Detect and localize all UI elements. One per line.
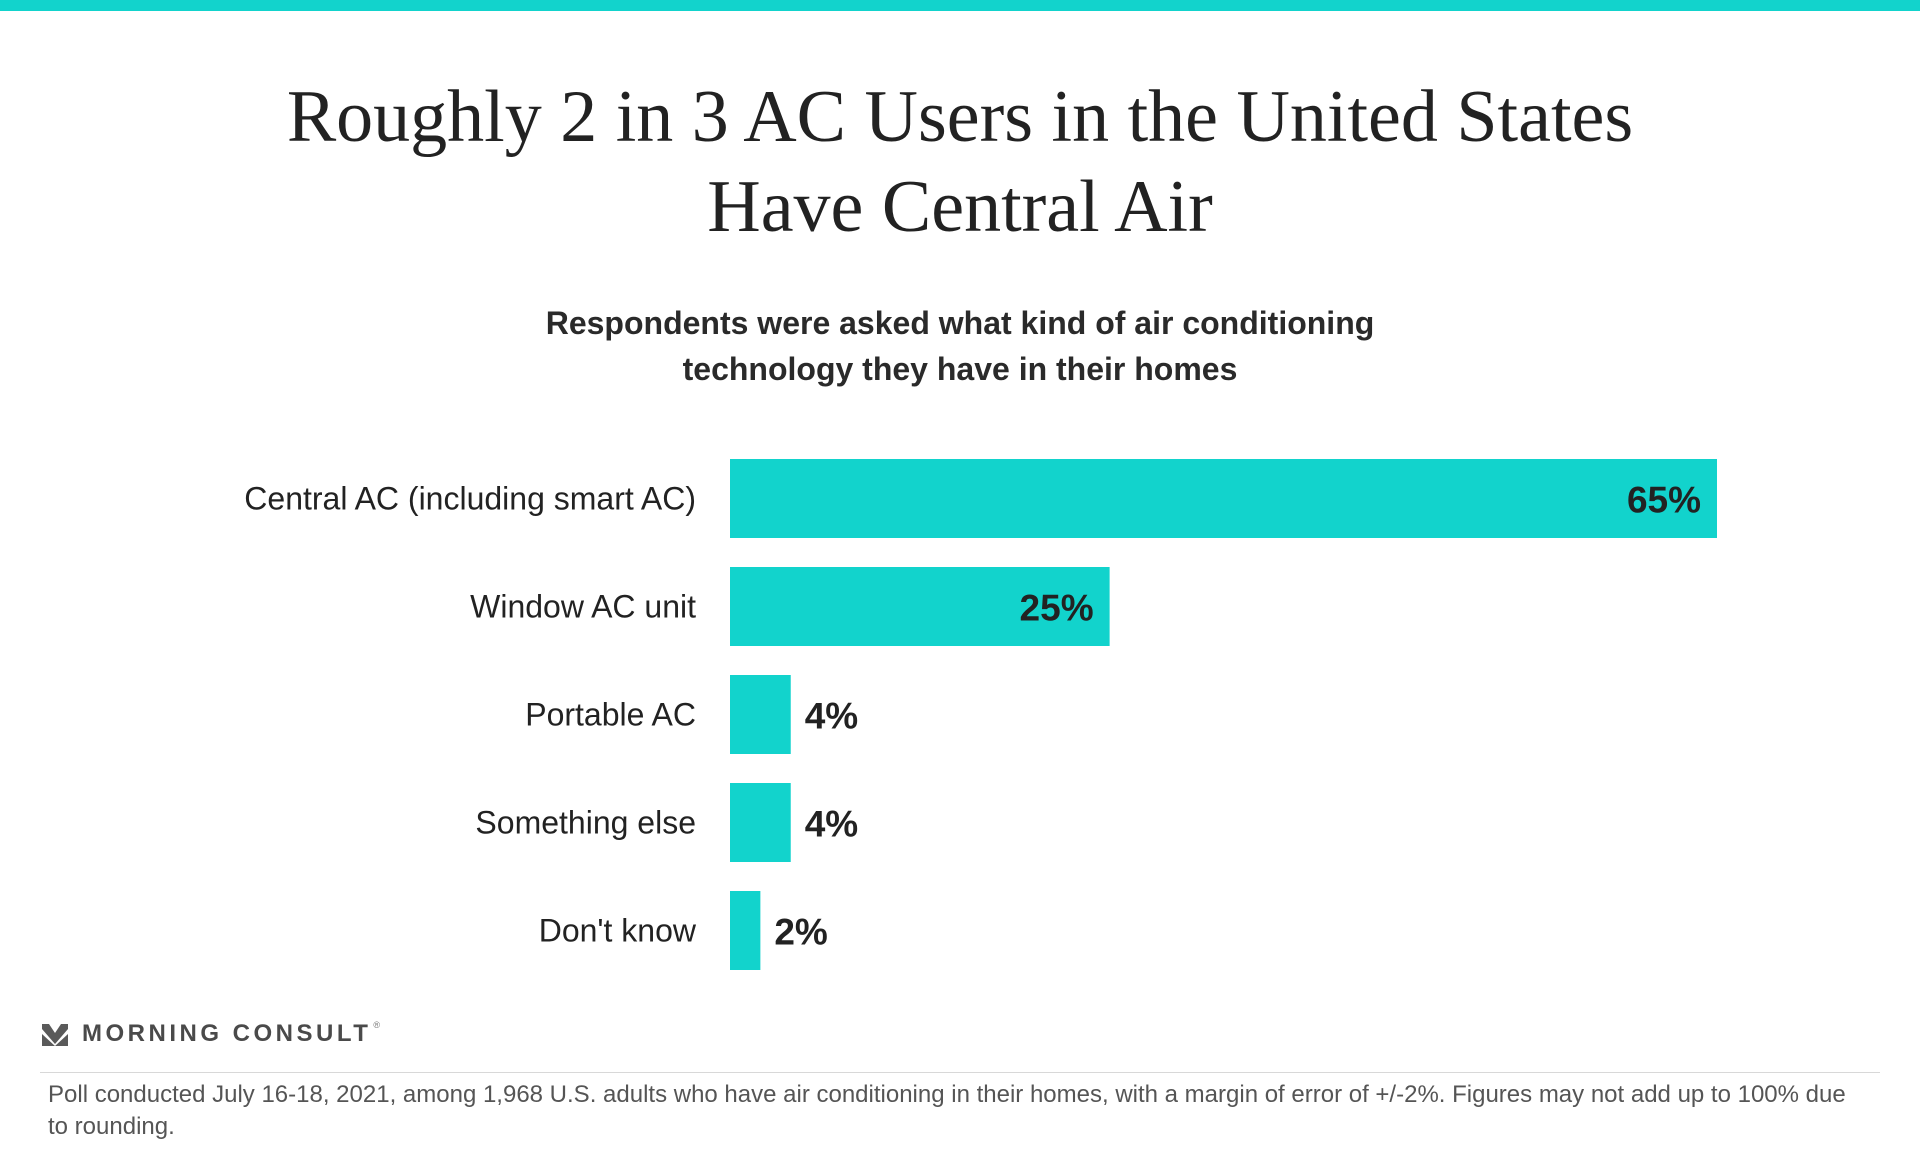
top-accent-bar bbox=[0, 0, 1920, 11]
category-label-window-ac-unit: Window AC unit bbox=[470, 589, 696, 625]
category-label-something-else: Something else bbox=[475, 805, 696, 841]
bar-central-ac-including-smart-ac bbox=[730, 459, 1717, 538]
category-label-portable-ac: Portable AC bbox=[525, 697, 696, 733]
chart-title-line-2: Have Central Air bbox=[707, 166, 1213, 248]
value-label-central-ac-including-smart-ac: 65% bbox=[1627, 480, 1701, 521]
category-label-central-ac-including-smart-ac: Central AC (including smart AC) bbox=[244, 481, 696, 517]
chart-title: Roughly 2 in 3 AC Users in the United St… bbox=[160, 72, 1760, 252]
chart-title-line-1: Roughly 2 in 3 AC Users in the United St… bbox=[286, 76, 1634, 158]
bar-something-else bbox=[730, 783, 791, 862]
morning-consult-logo-icon bbox=[42, 1024, 68, 1046]
footer-divider bbox=[40, 1072, 1880, 1073]
chart-subtitle-line-2: technology they have in their homes bbox=[682, 351, 1238, 387]
value-label-portable-ac: 4% bbox=[805, 696, 858, 737]
chart-subtitle-line-1: Respondents were asked what kind of air … bbox=[545, 305, 1375, 341]
brand-logo: MORNING CONSULT ® bbox=[40, 1016, 380, 1052]
value-label-window-ac-unit: 25% bbox=[1020, 588, 1094, 629]
brand-registered-mark: ® bbox=[373, 1020, 381, 1030]
category-label-don-t-know: Don't know bbox=[539, 913, 697, 949]
value-label-something-else: 4% bbox=[805, 804, 858, 845]
value-label-don-t-know: 2% bbox=[774, 912, 827, 953]
footnote: Poll conducted July 16-18, 2021, among 1… bbox=[48, 1081, 1846, 1140]
bar-window-ac-unit bbox=[730, 567, 1110, 646]
chart-subtitle: Respondents were asked what kind of air … bbox=[360, 300, 1560, 392]
brand-name: MORNING CONSULT bbox=[82, 1020, 372, 1047]
bar-don-t-know bbox=[730, 891, 761, 970]
bar-portable-ac bbox=[730, 675, 791, 754]
